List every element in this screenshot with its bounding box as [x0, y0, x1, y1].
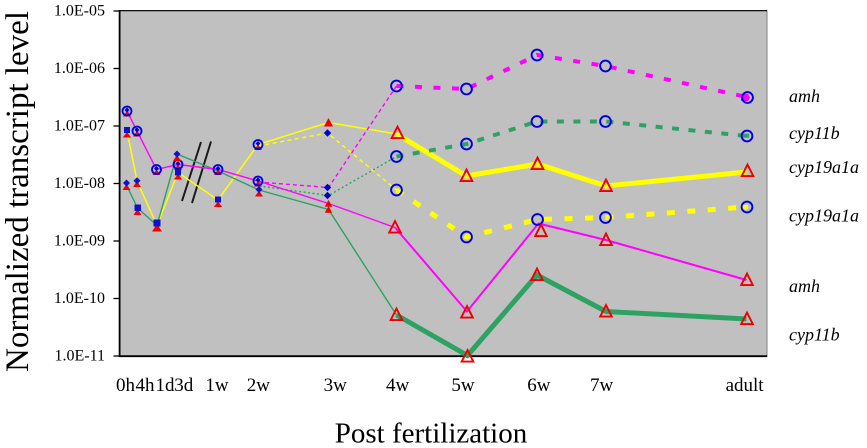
- svg-text:1.0E-06: 1.0E-06: [54, 60, 105, 77]
- svg-text:amh: amh: [789, 86, 820, 106]
- svg-text:4w: 4w: [386, 375, 410, 396]
- svg-text:Normalized transcript level: Normalized transcript level: [0, 11, 36, 372]
- svg-text:4h: 4h: [136, 375, 156, 396]
- svg-text:cyp19a1a: cyp19a1a: [789, 206, 859, 226]
- svg-text:amh: amh: [789, 276, 820, 296]
- svg-text:0h: 0h: [116, 375, 136, 396]
- svg-text:cyp11b: cyp11b: [789, 123, 840, 143]
- svg-text:5w: 5w: [451, 375, 475, 396]
- svg-text:1.0E-08: 1.0E-08: [54, 175, 105, 192]
- svg-text:1.0E-05: 1.0E-05: [54, 3, 105, 20]
- svg-text:1.0E-09: 1.0E-09: [54, 233, 105, 250]
- svg-text:2w: 2w: [247, 375, 271, 396]
- svg-text:Post fertilization: Post fertilization: [335, 418, 528, 448]
- svg-text:1d: 1d: [156, 375, 176, 396]
- svg-text:6w: 6w: [527, 375, 551, 396]
- svg-text:cyp19a1a: cyp19a1a: [789, 157, 859, 177]
- svg-text:3d: 3d: [174, 375, 194, 396]
- svg-text:7w: 7w: [590, 375, 614, 396]
- svg-text:3w: 3w: [324, 375, 348, 396]
- svg-text:1w: 1w: [205, 375, 229, 396]
- svg-text:1.0E-07: 1.0E-07: [54, 118, 105, 135]
- svg-text:1.0E-11: 1.0E-11: [54, 348, 105, 365]
- svg-text:cyp11b: cyp11b: [789, 325, 840, 345]
- svg-text:adult: adult: [726, 375, 765, 396]
- svg-text:1.0E-10: 1.0E-10: [54, 290, 105, 307]
